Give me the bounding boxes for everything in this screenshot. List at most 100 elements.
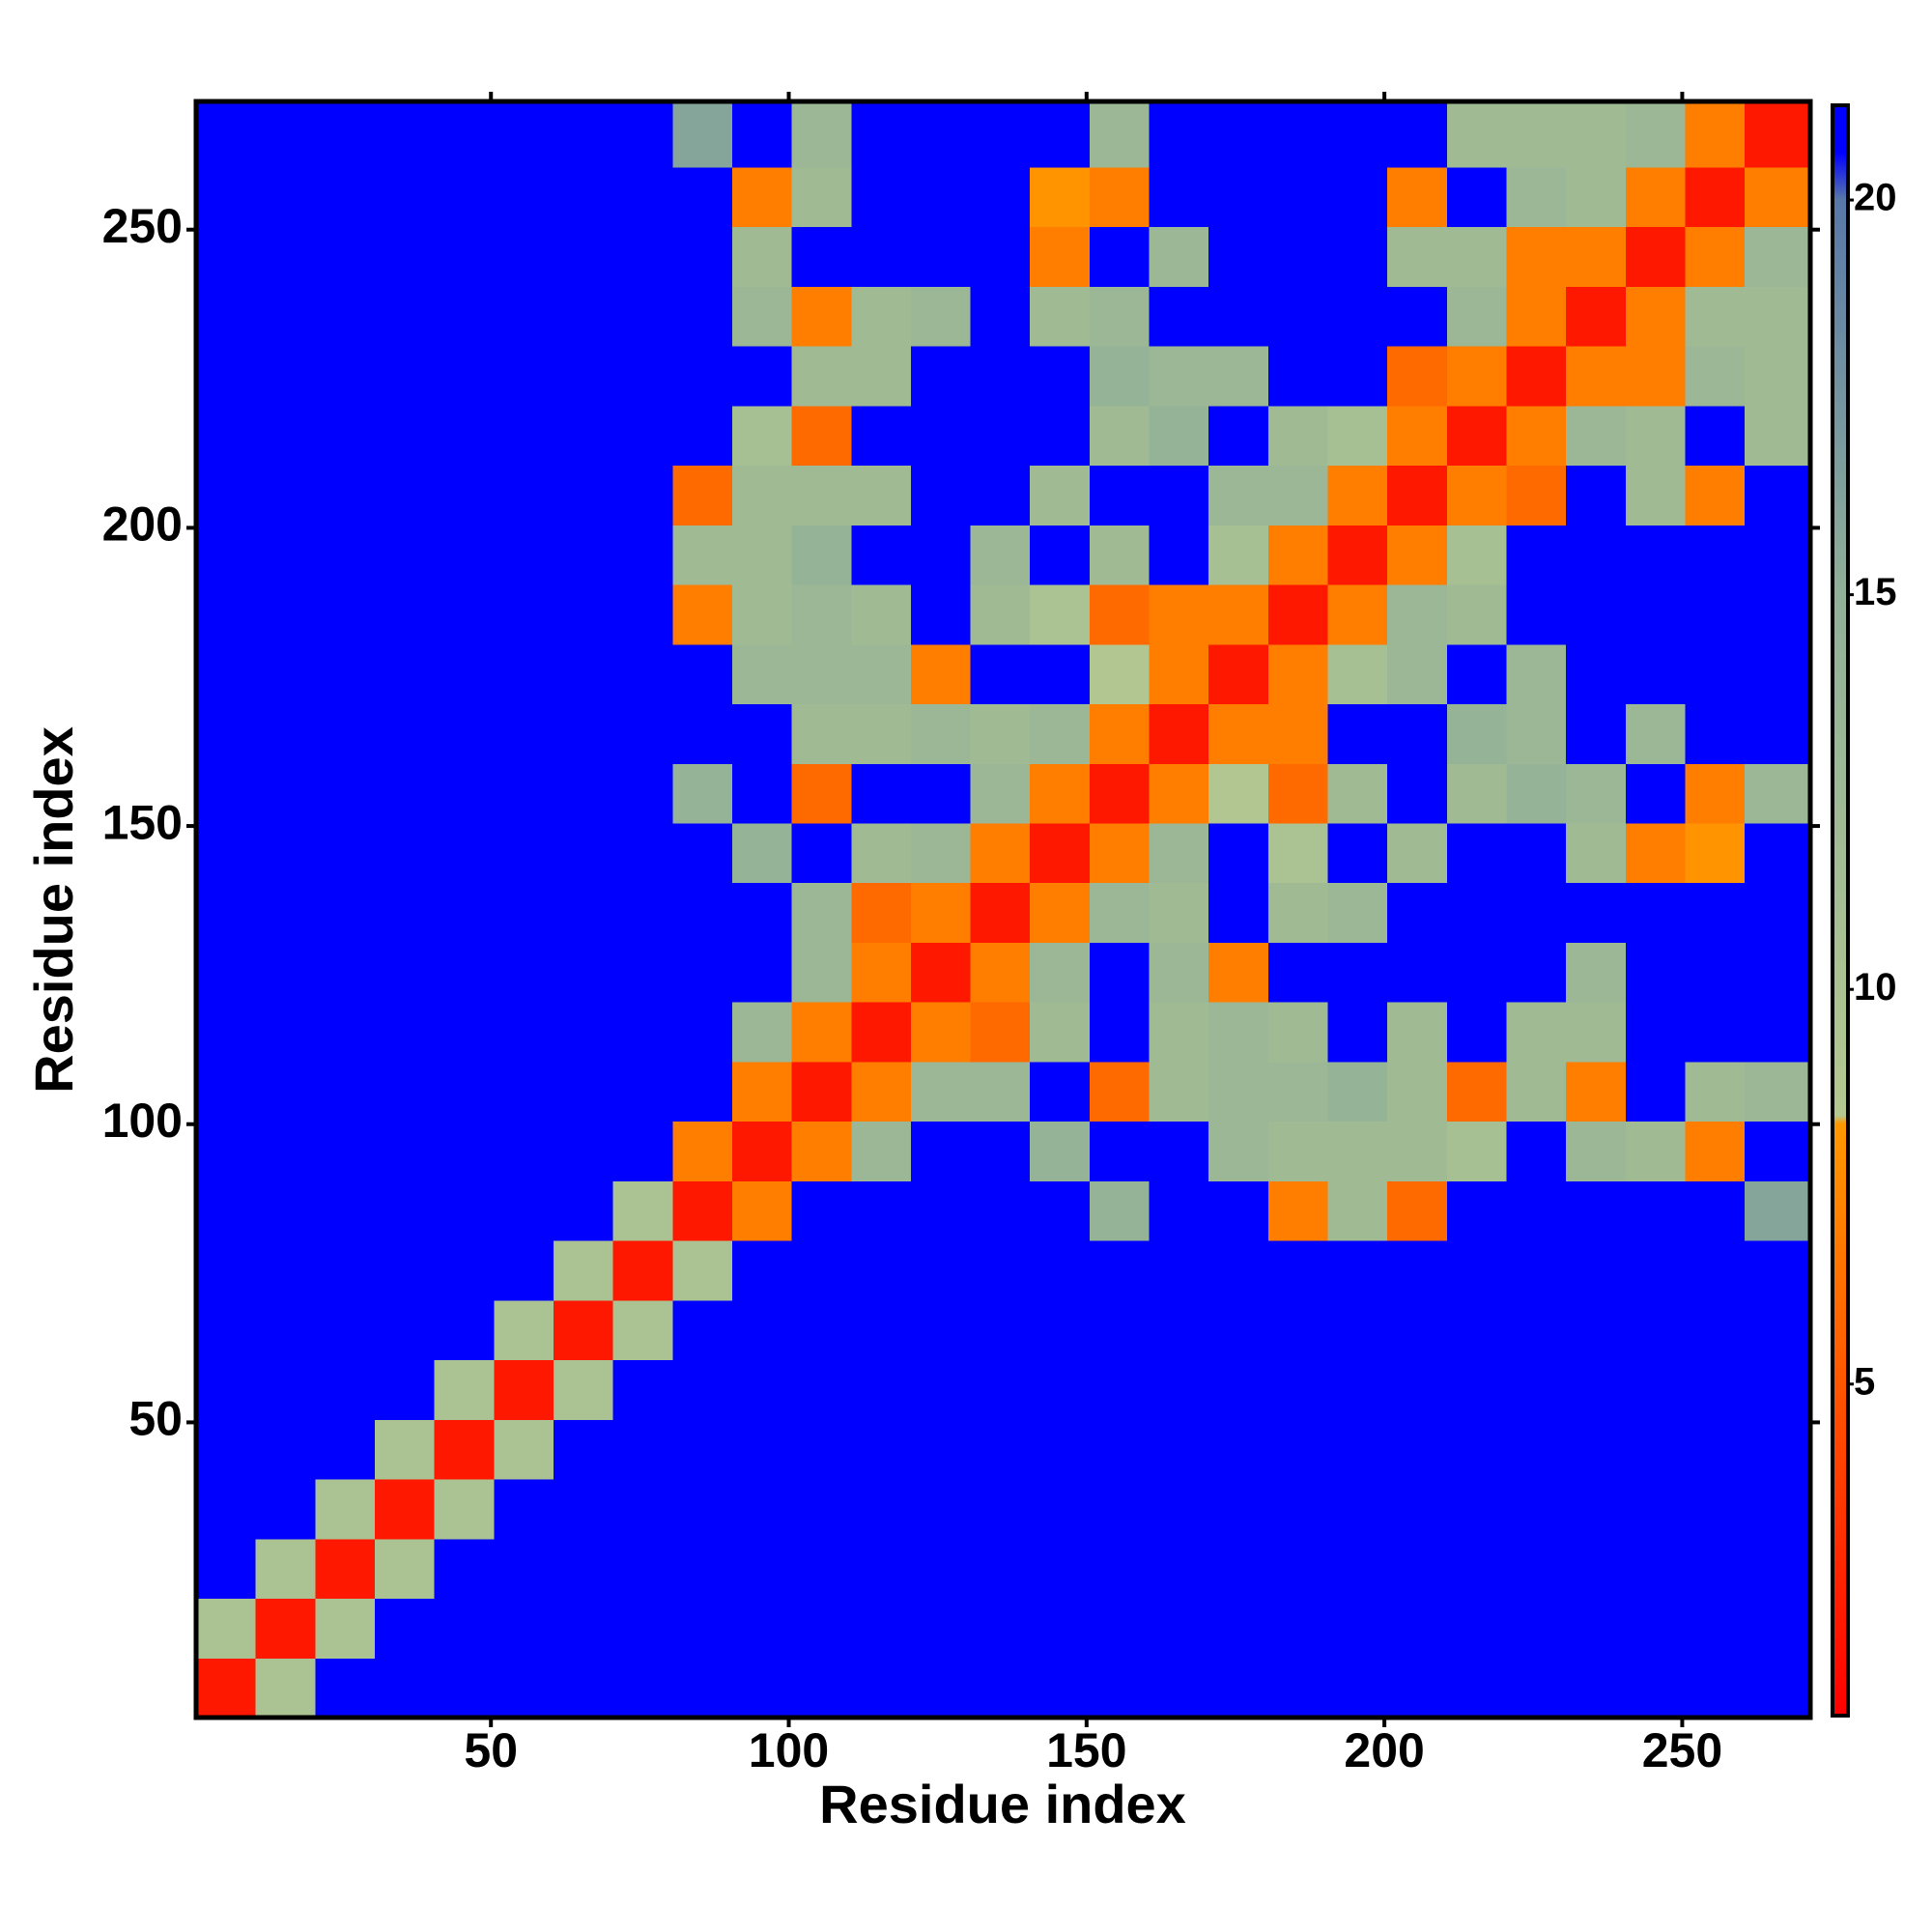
cell <box>1089 1359 1151 1420</box>
cell <box>255 1121 316 1181</box>
cell <box>1506 1061 1567 1122</box>
cell <box>1208 584 1269 645</box>
cell <box>374 763 436 824</box>
cell <box>1208 465 1269 526</box>
cell <box>374 1002 436 1063</box>
cell <box>315 1121 376 1181</box>
cell <box>1030 1359 1091 1420</box>
cell <box>672 584 733 645</box>
cell <box>434 1359 495 1420</box>
cell <box>1446 465 1508 526</box>
cell <box>612 1538 673 1600</box>
cell <box>553 942 614 1003</box>
cell <box>1446 1061 1508 1122</box>
cell <box>1089 1479 1151 1540</box>
cell <box>910 226 972 287</box>
cell <box>1625 763 1687 824</box>
cell <box>1387 1180 1448 1241</box>
cell <box>672 703 733 764</box>
cell <box>731 166 793 228</box>
cell <box>1327 584 1388 645</box>
cell <box>494 1658 554 1719</box>
cell <box>672 405 733 467</box>
cell <box>970 525 1031 585</box>
cell <box>1327 1121 1388 1181</box>
cell <box>374 405 436 467</box>
cell <box>1745 882 1811 943</box>
cell <box>731 1658 793 1719</box>
cell <box>315 1658 376 1719</box>
cell <box>1267 1240 1329 1301</box>
cell <box>1030 101 1091 168</box>
cell <box>494 1061 554 1122</box>
cell <box>731 763 793 824</box>
cell <box>1745 1479 1811 1540</box>
cell <box>1387 346 1448 407</box>
cell <box>553 226 614 287</box>
cell <box>434 525 495 585</box>
cell <box>672 346 733 407</box>
cell <box>1149 1658 1209 1719</box>
cell <box>1685 286 1746 347</box>
cell <box>791 882 852 943</box>
cell <box>553 1658 614 1719</box>
cell <box>910 1658 972 1719</box>
cell <box>791 1359 852 1420</box>
cell <box>1566 525 1627 585</box>
cell <box>1566 584 1627 645</box>
cell <box>910 1180 972 1241</box>
cell <box>1685 1419 1746 1480</box>
cell <box>374 942 436 1003</box>
cell <box>1267 584 1329 645</box>
cell <box>196 942 257 1003</box>
cell <box>553 1419 614 1480</box>
cell <box>1149 1002 1209 1063</box>
cell <box>1745 1419 1811 1480</box>
cell <box>434 703 495 764</box>
cell <box>1030 525 1091 585</box>
cell <box>1745 584 1811 645</box>
cell <box>1745 1538 1811 1600</box>
cell <box>374 1359 436 1420</box>
cell <box>851 643 912 705</box>
cell <box>1030 1658 1091 1719</box>
cell <box>553 465 614 526</box>
cell <box>434 822 495 884</box>
cell <box>1745 1598 1811 1659</box>
cell <box>851 1658 912 1719</box>
cell <box>1208 226 1269 287</box>
cell <box>1566 101 1627 168</box>
cell <box>910 1061 972 1122</box>
cell <box>1506 882 1567 943</box>
y-tick-label: 150 <box>102 795 183 849</box>
cell <box>1625 822 1687 884</box>
cell <box>1685 1061 1746 1122</box>
cell <box>1208 1479 1269 1540</box>
cell <box>1149 286 1209 347</box>
cell <box>1327 643 1388 705</box>
cell <box>612 166 673 228</box>
cell <box>1089 643 1151 705</box>
cell <box>1149 101 1209 168</box>
cell <box>1387 584 1448 645</box>
cell <box>1089 1121 1151 1181</box>
cell <box>255 1598 316 1659</box>
cell <box>1149 822 1209 884</box>
cell <box>1625 1121 1687 1181</box>
cell <box>851 703 912 764</box>
cell <box>1327 166 1388 228</box>
cell <box>1149 1479 1209 1540</box>
cell <box>1267 882 1329 943</box>
cell <box>1030 763 1091 824</box>
cell <box>494 1121 554 1181</box>
cell <box>851 465 912 526</box>
cell <box>1208 1299 1269 1361</box>
cell <box>791 226 852 287</box>
cell <box>1387 525 1448 585</box>
cell <box>791 1479 852 1540</box>
cell <box>612 1299 673 1361</box>
cell <box>1745 166 1811 228</box>
cell <box>1267 1359 1329 1420</box>
cell <box>196 822 257 884</box>
cell <box>1327 1538 1388 1600</box>
